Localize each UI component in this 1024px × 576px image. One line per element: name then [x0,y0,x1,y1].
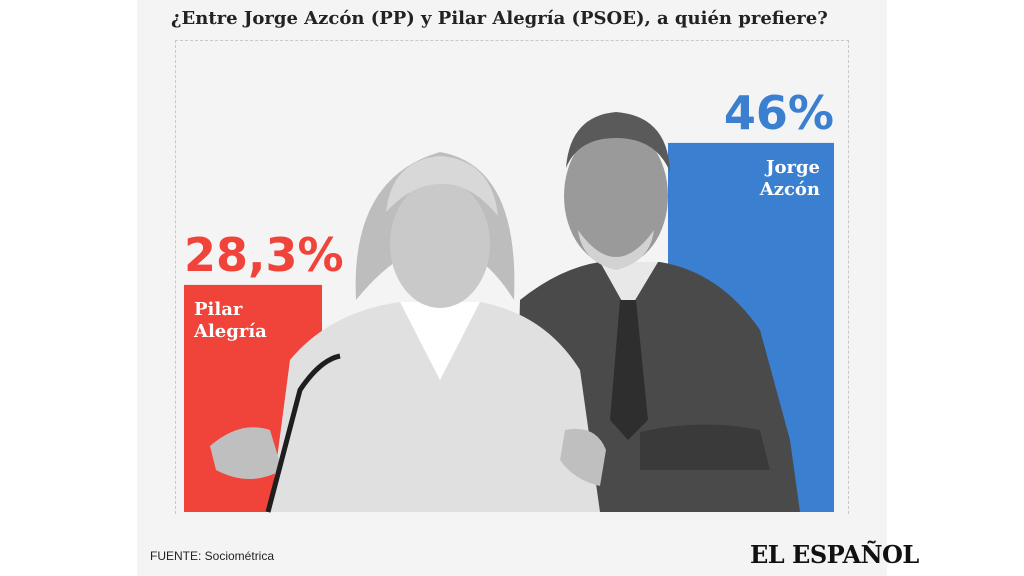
photo-pilar-alegria [210,152,606,513]
chart-title: ¿Entre Jorge Azcón (PP) y Pilar Alegría … [171,8,828,29]
category-label: Pilar [194,299,243,320]
plot-area-frame [175,40,849,514]
category-label: Alegría [193,321,267,342]
category-label: Azcón [759,179,820,200]
category-label: Jorge [764,157,820,178]
source-note: FUENTE: Sociométrica [150,549,275,563]
value-label: 46% [724,86,834,140]
value-label: 28,3% [184,228,344,282]
el-espanol-logo: EL ESPAÑOL [750,540,919,569]
